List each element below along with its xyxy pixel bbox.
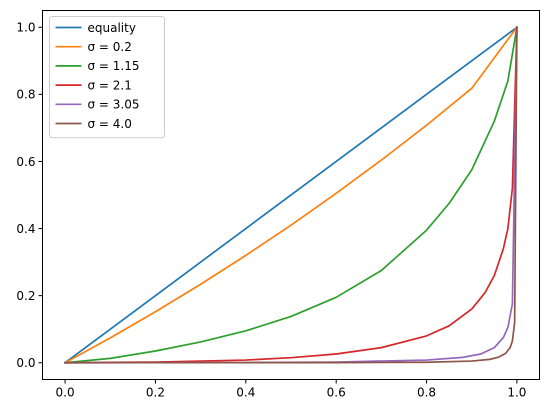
x-tick-label: 0.2 xyxy=(146,386,165,400)
y-tick-label: 0.8 xyxy=(16,88,35,102)
y-tick-label: 0.0 xyxy=(16,356,35,370)
x-axis: 0.0 0.2 0.4 0.6 0.8 1.0 xyxy=(56,379,526,400)
legend-label: σ = 4.0 xyxy=(88,117,132,131)
y-tick-label: 0.6 xyxy=(16,155,35,169)
legend-label: σ = 3.05 xyxy=(88,98,140,112)
legend-label: σ = 1.15 xyxy=(88,59,140,73)
y-tick-label: 0.4 xyxy=(16,222,35,236)
x-tick-label: 0.4 xyxy=(236,386,255,400)
series-line-3 xyxy=(64,26,518,364)
x-tick-label: 0.8 xyxy=(417,386,436,400)
legend-label: σ = 0.2 xyxy=(88,40,132,54)
series-line-2 xyxy=(64,26,518,364)
y-tick-label: 0.2 xyxy=(16,289,35,303)
legend-label: σ = 2.1 xyxy=(88,78,132,92)
series-line-0 xyxy=(63,26,519,364)
x-tick-label: 0.0 xyxy=(56,386,75,400)
legend: equality σ = 0.2 σ = 1.15 σ = 2.1 σ = 3.05 σ … xyxy=(49,16,165,139)
series-line-5 xyxy=(64,26,518,364)
plot-frame xyxy=(42,10,540,380)
y-axis: 0.0 0.2 0.4 0.6 0.8 1.0 xyxy=(16,21,43,370)
x-tick-label: 0.6 xyxy=(327,386,346,400)
x-tick-label: 1.0 xyxy=(507,386,526,400)
y-tick-label: 1.0 xyxy=(16,21,35,35)
legend-label: equality xyxy=(88,21,136,35)
series-line-1 xyxy=(63,26,519,364)
series-layer xyxy=(63,26,519,364)
